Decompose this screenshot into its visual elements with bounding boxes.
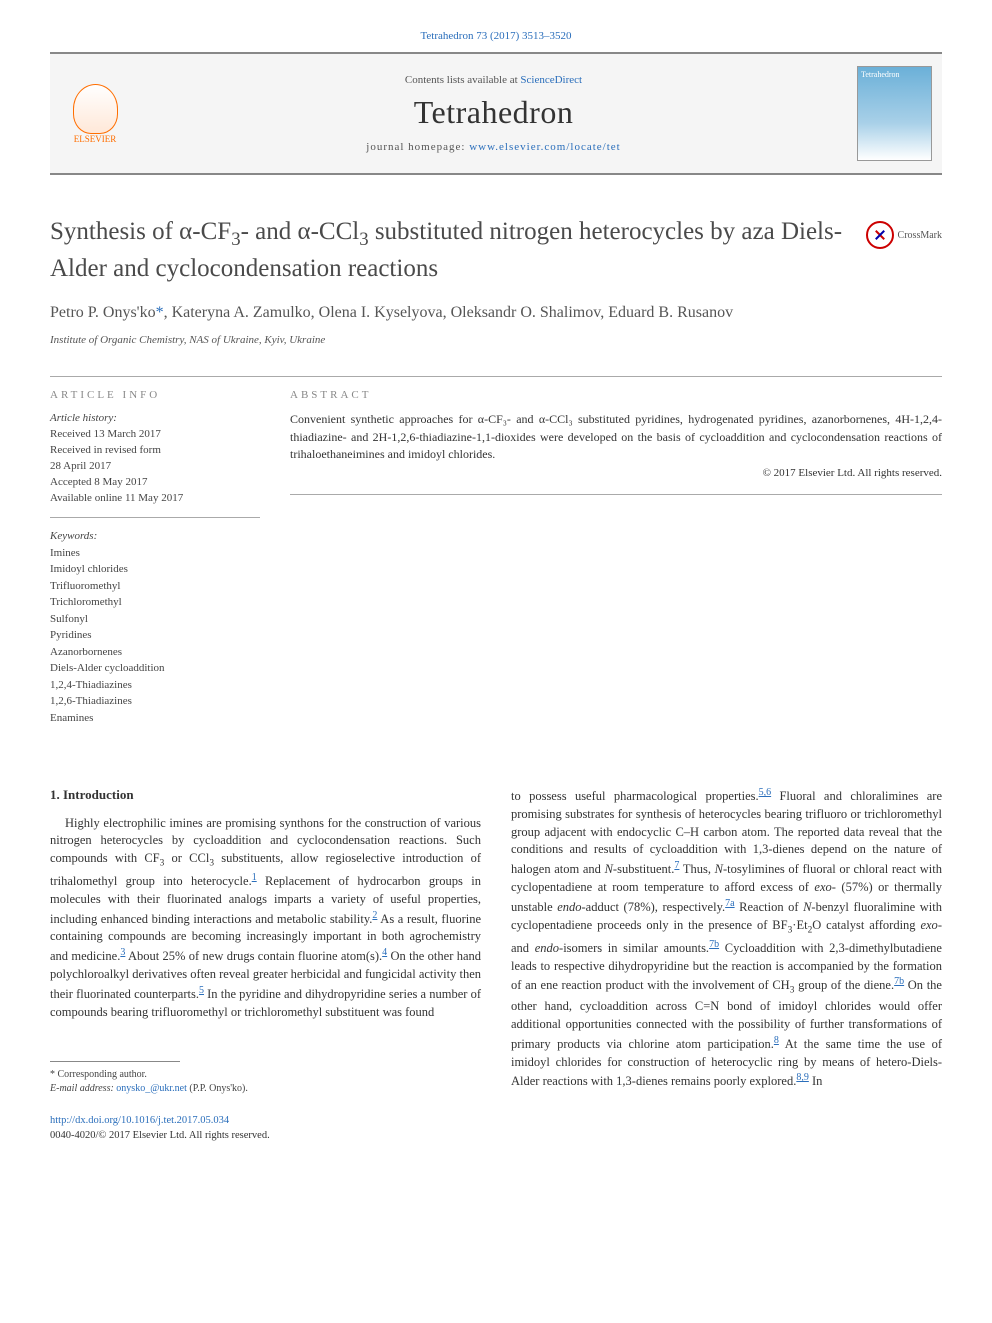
doi-link[interactable]: http://dx.doi.org/10.1016/j.tet.2017.05.… <box>50 1115 229 1126</box>
homepage-link[interactable]: www.elsevier.com/locate/tet <box>469 141 621 153</box>
article-title: Synthesis of α-CF3- and α-CCl3 substitut… <box>50 215 846 286</box>
issn-copyright: 0040-4020/© 2017 Elsevier Ltd. All right… <box>50 1130 270 1141</box>
crossmark-badge[interactable]: CrossMark <box>866 221 942 249</box>
elsevier-logo: ELSEVIER <box>60 74 130 154</box>
abstract-text: Convenient synthetic approaches for α-CF… <box>290 411 942 494</box>
section-heading-intro: 1. Introduction <box>50 786 481 804</box>
affiliation: Institute of Organic Chemistry, NAS of U… <box>50 334 942 346</box>
abstract-column: ABSTRACT Convenient synthetic approaches… <box>290 376 942 726</box>
article-info-label: ARTICLE INFO <box>50 389 260 401</box>
abstract-copyright: © 2017 Elsevier Ltd. All rights reserved… <box>290 466 942 482</box>
ref-link[interactable]: 7b <box>894 976 904 987</box>
body-two-column: 1. Introduction Highly electrophilic imi… <box>50 786 942 1144</box>
doi-block: http://dx.doi.org/10.1016/j.tet.2017.05.… <box>50 1114 481 1143</box>
right-column: to possess useful pharmacological proper… <box>511 786 942 1144</box>
publisher-name: ELSEVIER <box>74 134 117 144</box>
ref-link[interactable]: 7a <box>725 898 734 909</box>
intro-paragraph-1: Highly electrophilic imines are promisin… <box>50 815 481 1022</box>
ref-link[interactable]: 4 <box>382 947 387 958</box>
ref-link[interactable]: 1 <box>252 872 257 883</box>
intro-paragraph-2: to possess useful pharmacological proper… <box>511 786 942 1091</box>
crossmark-icon <box>866 221 894 249</box>
contents-available: Contents lists available at ScienceDirec… <box>145 74 842 86</box>
author-email-link[interactable]: onysko_@ukr.net <box>116 1083 187 1094</box>
corresponding-author-note: * Corresponding author. E-mail address: … <box>50 1068 481 1096</box>
journal-homepage: journal homepage: www.elsevier.com/locat… <box>145 141 842 153</box>
keywords-block: Keywords: Imines Imidoyl chlorides Trifl… <box>50 528 260 726</box>
journal-cover-thumb: Tetrahedron <box>857 66 932 161</box>
ref-link[interactable]: 5,6 <box>759 787 772 798</box>
left-column: 1. Introduction Highly electrophilic imi… <box>50 786 481 1144</box>
article-history: Article history: Received 13 March 2017 … <box>50 411 260 518</box>
ref-link[interactable]: 7 <box>674 860 679 871</box>
ref-link[interactable]: 3 <box>120 947 125 958</box>
author-list: Petro P. Onys'ko*, Kateryna A. Zamulko, … <box>50 302 942 324</box>
ref-link[interactable]: 7b <box>709 939 719 950</box>
journal-header: ELSEVIER Contents lists available at Sci… <box>50 52 942 175</box>
citation-line: Tetrahedron 73 (2017) 3513–3520 <box>50 30 942 42</box>
ref-link[interactable]: 2 <box>372 910 377 921</box>
ref-link[interactable]: 8 <box>774 1035 779 1046</box>
elsevier-tree-icon <box>73 84 118 134</box>
abstract-label: ABSTRACT <box>290 389 942 401</box>
ref-link[interactable]: 5 <box>199 985 204 996</box>
article-info-sidebar: ARTICLE INFO Article history: Received 1… <box>50 376 260 726</box>
ref-link[interactable]: 8,9 <box>796 1072 809 1083</box>
journal-title: Tetrahedron <box>145 94 842 131</box>
footnote-separator <box>50 1061 180 1062</box>
sciencedirect-link[interactable]: ScienceDirect <box>520 74 582 86</box>
